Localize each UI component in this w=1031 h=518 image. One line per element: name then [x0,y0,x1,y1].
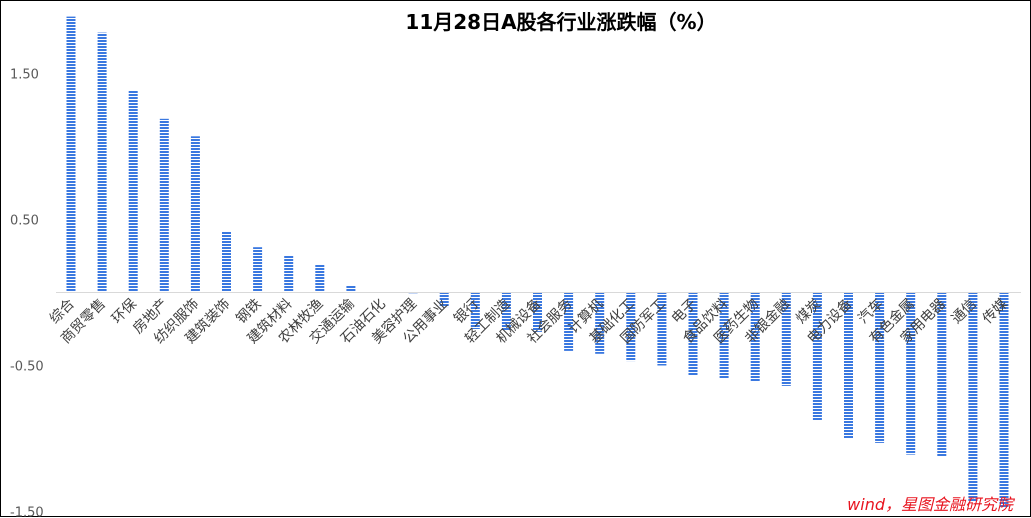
x-axis-labels: 综合商贸零售环保房地产纺织服饰建筑装饰钢铁建筑材料农林牧渔交通运输石油石化美容护… [47,295,1011,347]
y-axis-ticks: 1.50 0.50 -0.50 -1.50 [10,68,44,518]
bar [253,247,262,292]
source-credit: wind，星图金融研究院 [847,495,1016,514]
bar [222,231,231,292]
y-tick-label: -1.50 [10,506,44,518]
bar-series [67,17,1009,508]
y-tick-label: -0.50 [10,360,44,375]
bar [346,285,355,292]
bar [129,91,138,293]
chart-title: 11月28日A股各行业涨跌幅（%） [405,10,716,34]
bar [67,17,76,293]
bar [284,256,293,293]
bar [160,119,169,293]
bar [98,33,107,293]
bar [191,136,200,292]
y-tick-label: 1.50 [10,68,39,83]
bar [968,293,977,502]
bar [315,265,324,293]
bar [1000,293,1009,508]
y-tick-label: 0.50 [10,214,39,229]
